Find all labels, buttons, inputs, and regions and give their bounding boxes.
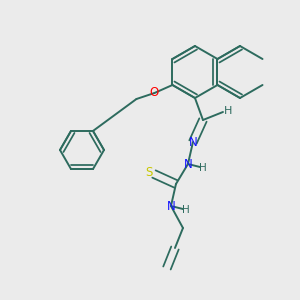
Text: H: H: [199, 163, 207, 173]
Text: H: H: [182, 205, 190, 215]
Text: N: N: [189, 136, 197, 148]
Text: S: S: [145, 166, 153, 178]
Text: N: N: [184, 158, 192, 170]
Text: H: H: [224, 106, 232, 116]
Text: O: O: [150, 86, 159, 100]
Text: N: N: [167, 200, 175, 212]
